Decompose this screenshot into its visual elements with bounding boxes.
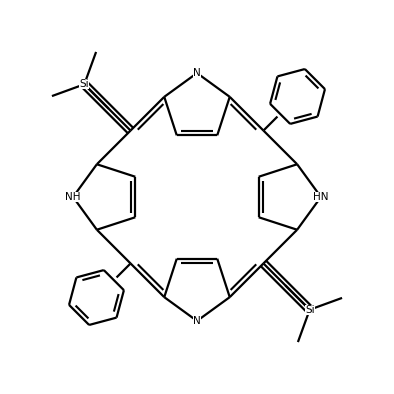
- Text: HN: HN: [313, 192, 329, 202]
- Text: NH: NH: [65, 192, 81, 202]
- Text: Si: Si: [305, 305, 314, 315]
- Text: N: N: [193, 68, 201, 78]
- Text: N: N: [193, 316, 201, 326]
- Text: Si: Si: [80, 79, 89, 89]
